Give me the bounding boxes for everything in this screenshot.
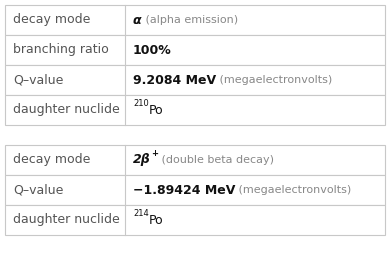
Text: daughter nuclide: daughter nuclide [13,213,120,227]
Text: decay mode: decay mode [13,154,90,167]
Text: α: α [133,13,142,26]
Text: −1.89424 MeV: −1.89424 MeV [133,183,236,197]
Bar [5,65,385,95]
Text: 210: 210 [133,99,149,108]
Text: Q–value: Q–value [13,183,63,197]
Bar [5,95,385,125]
Text: daughter nuclide: daughter nuclide [13,104,120,117]
Text: Q–value: Q–value [13,74,63,87]
Text: Po: Po [149,104,163,117]
Text: branching ratio: branching ratio [13,44,109,56]
Text: Po: Po [149,213,163,227]
Bar [5,35,385,65]
Text: 214: 214 [133,209,149,218]
Text: (alpha emission): (alpha emission) [142,15,238,25]
Bar [5,205,385,235]
Text: +: + [151,149,158,158]
Bar [5,5,385,35]
Text: 100%: 100% [133,44,172,56]
Text: (double beta decay): (double beta decay) [158,155,274,165]
Text: 9.2084 MeV: 9.2084 MeV [133,74,216,87]
Text: decay mode: decay mode [13,13,90,26]
Text: (megaelectronvolts): (megaelectronvolts) [216,75,332,85]
Bar [5,175,385,205]
Text: (megaelectronvolts): (megaelectronvolts) [236,185,352,195]
Text: 2β: 2β [133,154,151,167]
Bar [5,145,385,175]
